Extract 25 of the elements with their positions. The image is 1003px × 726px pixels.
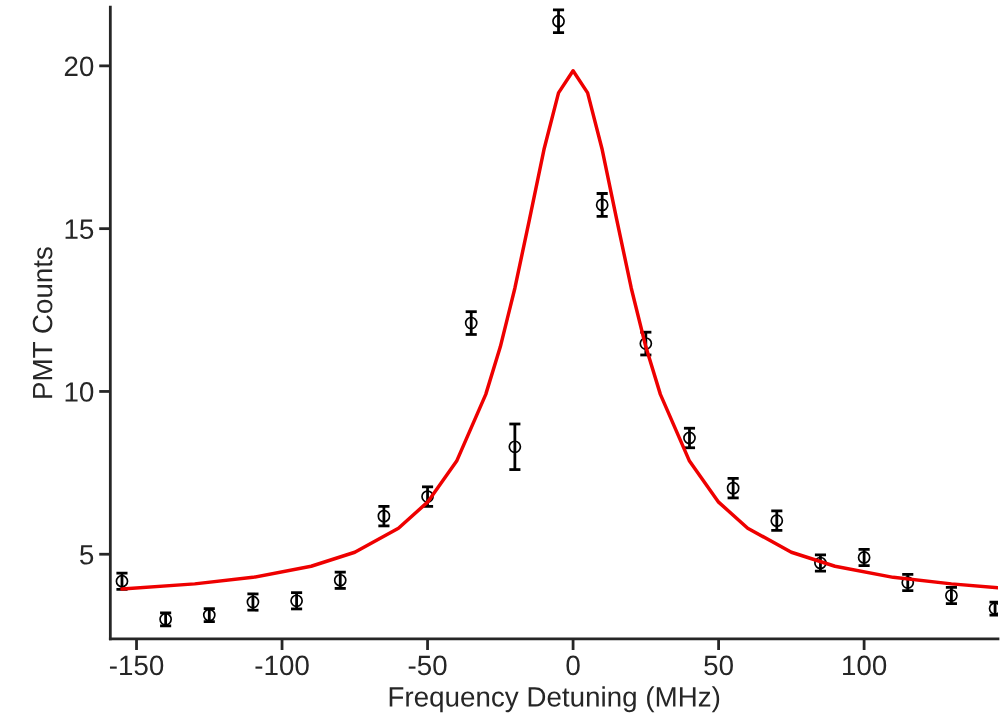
point <box>639 337 653 350</box>
x-tick-label: 50 <box>704 655 733 676</box>
y-axis-title: PMT Counts <box>32 247 53 398</box>
point <box>464 316 478 330</box>
point <box>508 440 522 454</box>
x-tick-label: -50 <box>408 655 447 676</box>
y-tick-label: 20 <box>64 56 94 77</box>
point <box>901 576 915 589</box>
point <box>857 551 871 564</box>
x-tick-label: -100 <box>255 655 309 676</box>
point <box>595 198 609 212</box>
point <box>770 514 784 528</box>
y-tick-label: 15 <box>65 219 94 239</box>
y-tick-label: 10 <box>65 382 94 402</box>
x-tick-label: 100 <box>843 655 887 676</box>
point <box>377 509 391 523</box>
point <box>421 490 434 503</box>
point <box>683 431 696 445</box>
x-axis-title: Frequency Detuning (MHz) <box>389 686 720 713</box>
point <box>726 481 740 495</box>
point <box>552 14 565 28</box>
point <box>945 589 958 602</box>
x-tick-label: 0 <box>566 655 580 676</box>
x-tick-label: -150 <box>109 655 164 676</box>
y-tick-label: 5 <box>80 545 94 565</box>
